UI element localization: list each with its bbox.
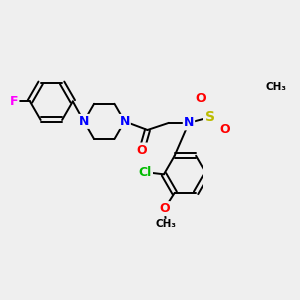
- Text: O: O: [195, 92, 206, 105]
- Text: F: F: [10, 95, 19, 108]
- Text: N: N: [119, 115, 130, 128]
- Text: CH₃: CH₃: [156, 219, 177, 229]
- Text: O: O: [159, 202, 170, 215]
- Text: O: O: [136, 143, 147, 157]
- Text: N: N: [79, 115, 89, 128]
- Text: N: N: [184, 116, 194, 129]
- Text: S: S: [206, 110, 215, 124]
- Text: O: O: [219, 124, 230, 136]
- Text: CH₃: CH₃: [266, 82, 287, 92]
- Text: Cl: Cl: [139, 166, 152, 179]
